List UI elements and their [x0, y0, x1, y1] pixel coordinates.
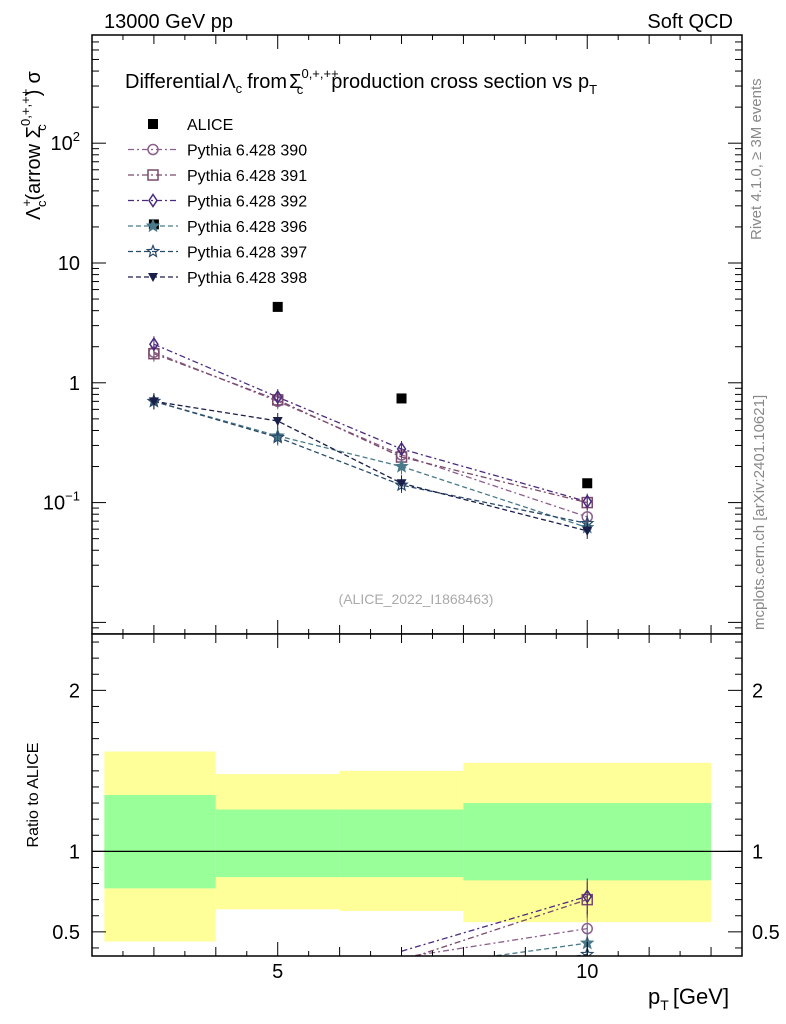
- series-line-5: [153, 400, 588, 525]
- legend-marker-2: [147, 169, 159, 181]
- ratio-y-tick-label-left: 1: [69, 841, 80, 863]
- rivet-version-label: Rivet 4.1.0, ≥ 3M events: [748, 78, 765, 240]
- ratio-y-tick-label-right: 0.5: [752, 922, 780, 944]
- legend-marker-1: [147, 143, 159, 156]
- y-tick-label: 10: [58, 253, 80, 275]
- ratio-series-line-1: [413, 898, 588, 956]
- ratio-band-green-2: [339, 809, 464, 878]
- data-point-6-0: [148, 397, 159, 407]
- mcplots-reference-label: mcplots.cern.ch [arXiv:2401.10621]: [751, 395, 768, 630]
- ratio-series-line-3: [489, 942, 588, 956]
- legend-marker-5: [145, 243, 161, 258]
- y-tick-label: 1: [69, 373, 80, 395]
- ratio-series-line-2: [401, 895, 588, 952]
- header-category-label: Soft QCD: [647, 11, 733, 33]
- y-tick-label: 10−1: [43, 489, 80, 515]
- main-panel-markers: [146, 219, 595, 539]
- header-energy-label: 13000 GeV pp: [104, 11, 233, 33]
- data-point-0-2: [396, 393, 407, 404]
- main-plot-title: Differential Λc from Σ0,+,++ c production cro…: [125, 66, 597, 97]
- main-panel-series-lines: [153, 343, 588, 532]
- ratio-y-axis-label: Ratio to ALICE: [25, 743, 42, 848]
- ratio-point-2: [582, 889, 593, 904]
- ratio-band-green-3: [463, 803, 712, 881]
- y-tick-label: 102: [51, 129, 80, 155]
- data-point-5-1: [270, 429, 285, 444]
- data-point-0-1: [272, 301, 283, 312]
- ratio-y-tick-label-left: 0.5: [52, 922, 80, 944]
- ratio-panel-bands: [92, 634, 742, 956]
- ratio-band-green-0: [104, 795, 216, 889]
- ratio-y-tick-label-right: 2: [752, 680, 763, 702]
- legend-marker-6: [148, 273, 158, 282]
- ratio-y-tick-label-left: 2: [69, 680, 80, 702]
- ratio-panel-markers: [579, 878, 595, 956]
- data-point-3-0: [149, 336, 159, 352]
- ratio-panel-axes: 0.5 0.5 1 1 2 2 5 10: [52, 633, 780, 983]
- data-point-0-3: [582, 478, 593, 489]
- legend-label-4: Pythia 6.428 396: [187, 219, 307, 236]
- data-point-6-3: [582, 526, 593, 536]
- legend-label-5: Pythia 6.428 397: [187, 245, 307, 262]
- legend-label-1: Pythia 6.428 390: [187, 143, 307, 160]
- legend-label-2: Pythia 6.428 391: [187, 168, 307, 185]
- data-point-3-3: [582, 494, 593, 509]
- main-panel-background: [92, 35, 742, 634]
- ratio-series-line-4: [571, 953, 588, 956]
- legend-label-3: Pythia 6.428 392: [187, 194, 307, 211]
- main-plot-area: [92, 35, 742, 634]
- ratio-point-4: [579, 946, 595, 956]
- data-point-4-2: [394, 458, 409, 473]
- data-point-6-2: [396, 479, 407, 489]
- data-point-3-1: [272, 389, 283, 405]
- data-point-3-2: [396, 441, 407, 457]
- ratio-frame: [91, 633, 743, 957]
- main-y-axis-label: Λ+c(arrow Σ0,+,++c)σ: [18, 71, 49, 220]
- legend-label-0: ALICE: [187, 117, 233, 134]
- series-line-6: [153, 400, 588, 532]
- data-point-6-1: [272, 416, 283, 426]
- legend-label-6: Pythia 6.428 398: [187, 270, 307, 287]
- x-axis-label: pT [GeV]: [648, 984, 729, 1013]
- legend-marker-4: [145, 218, 161, 233]
- analysis-watermark: (ALICE_2022_I1868463): [339, 591, 494, 607]
- series-line-3: [153, 343, 588, 503]
- ratio-band-green-1: [215, 809, 340, 878]
- legend: ALICE Pythia 6.428 390 Pythia 6.428 391 Pyt…: [128, 117, 307, 287]
- legend-marker-0: [148, 119, 158, 129]
- legend-marker-3: [148, 193, 158, 208]
- x-tick-label: 10: [576, 961, 598, 983]
- series-line-2: [153, 353, 588, 504]
- series-line-4: [153, 400, 588, 529]
- ratio-y-tick-label-right: 1: [752, 841, 763, 863]
- x-tick-label: 5: [272, 961, 283, 983]
